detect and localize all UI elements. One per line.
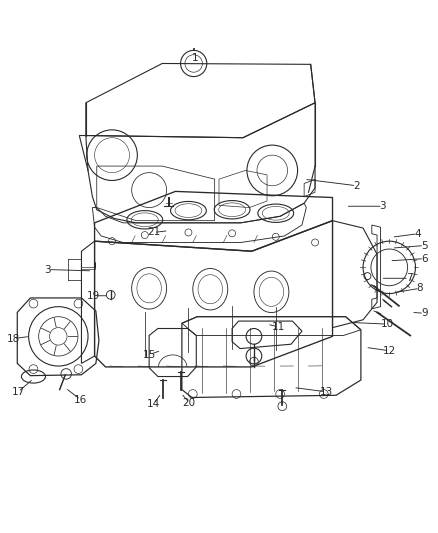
Text: 5: 5 bbox=[421, 240, 427, 251]
Text: 10: 10 bbox=[381, 319, 394, 329]
Text: 17: 17 bbox=[11, 387, 25, 397]
Text: 19: 19 bbox=[87, 291, 100, 301]
Text: 3: 3 bbox=[45, 264, 51, 274]
Text: 18: 18 bbox=[7, 334, 21, 344]
Text: 13: 13 bbox=[319, 387, 332, 397]
Text: 1: 1 bbox=[192, 53, 198, 63]
Text: 14: 14 bbox=[147, 399, 160, 409]
Text: 21: 21 bbox=[147, 228, 160, 237]
Text: 16: 16 bbox=[74, 394, 87, 405]
Text: 12: 12 bbox=[383, 346, 396, 356]
Text: 11: 11 bbox=[271, 322, 285, 332]
Text: 7: 7 bbox=[406, 273, 412, 283]
Text: 15: 15 bbox=[142, 350, 156, 360]
Text: 3: 3 bbox=[379, 201, 386, 211]
Text: 8: 8 bbox=[417, 284, 423, 293]
Text: 20: 20 bbox=[183, 398, 196, 408]
Text: 2: 2 bbox=[353, 181, 360, 191]
Text: 9: 9 bbox=[421, 308, 427, 318]
Text: 4: 4 bbox=[414, 229, 421, 239]
Text: 6: 6 bbox=[421, 254, 427, 264]
